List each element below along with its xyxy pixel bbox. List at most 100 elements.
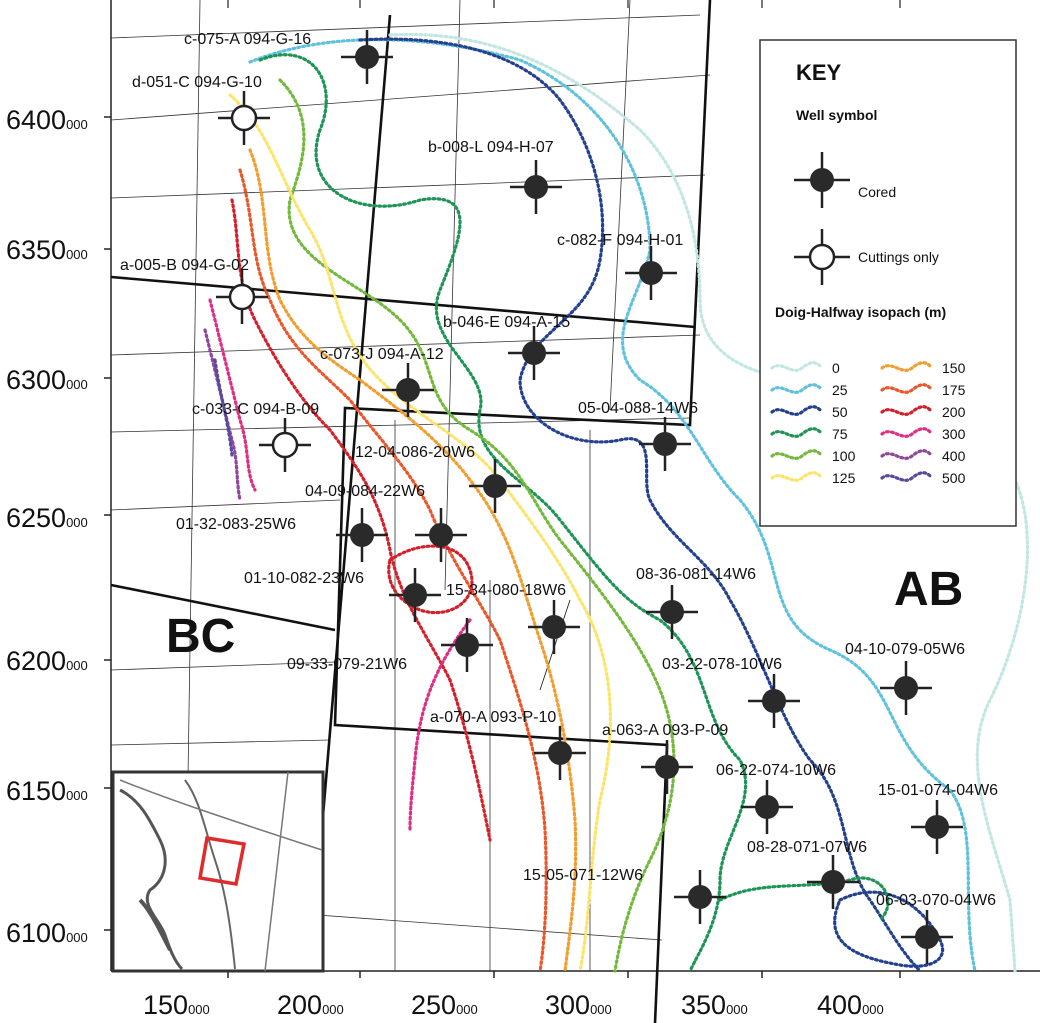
cored-well-icon — [894, 676, 918, 700]
well-marker: 04-09-084-22W6 — [305, 483, 467, 562]
key-isopach-heading: Doig-Halfway isopach (m) — [775, 304, 946, 320]
isopach-legend-item: 500 — [880, 470, 966, 486]
well-marker: a-070-A 093-P-10 — [430, 709, 586, 780]
cored-well-icon — [655, 755, 679, 779]
y-tick-suffix: 000 — [66, 247, 88, 262]
well-marker: 12-04-086-20W6 — [355, 444, 521, 513]
well-label: d-051-C 094-G-10 — [132, 74, 262, 91]
key-title: KEY — [796, 60, 842, 85]
key-cuttings-symbol — [794, 229, 850, 285]
well-marker: a-063-A 093-P-09 — [602, 722, 728, 794]
well-label: a-070-A 093-P-10 — [430, 709, 556, 726]
key-panel: KEY Well symbol Cored Cuttings only Doig… — [759, 39, 1017, 527]
well-marker: d-051-C 094-G-10 — [132, 74, 270, 145]
y-tick-label: 6100000 — [6, 918, 88, 948]
y-tick-suffix: 000 — [66, 930, 88, 945]
isopach-legend-swatch — [770, 449, 824, 460]
isopach-legend-value: 300 — [942, 426, 966, 442]
well-marker: 01-32-083-25W6 — [176, 508, 388, 562]
x-tick-suffix: 000 — [188, 1002, 210, 1017]
well-marker: c-033-C 094-B-09 — [192, 401, 319, 472]
cored-well-icon — [455, 633, 479, 657]
isopach-50 — [358, 37, 922, 973]
inset-provincial-line — [264, 771, 289, 972]
isopach-legend-item: 25 — [770, 382, 848, 398]
cored-well-icon — [522, 341, 546, 365]
well-label: 04-10-079-05W6 — [845, 641, 965, 658]
isopach-200b — [387, 544, 474, 615]
well-marker: c-082-F 094-H-01 — [557, 232, 683, 300]
well-label: a-005-B 094-G-02 — [120, 257, 249, 274]
x-tick-suffix: 000 — [862, 1002, 884, 1017]
y-tick-suffix: 000 — [66, 788, 88, 803]
x-tick-label: 400000 — [817, 990, 884, 1020]
isopach-legend-value: 125 — [832, 470, 856, 486]
x-tick-label: 150000 — [143, 990, 210, 1020]
well-label: 01-10-082-23W6 — [244, 570, 364, 587]
isopach-legend-value: 50 — [832, 404, 848, 420]
isopach-legend-item: 175 — [880, 382, 966, 398]
isopach-legend-swatch — [880, 471, 934, 482]
isopach-legend-swatch — [770, 405, 824, 416]
key-cored-symbol — [794, 152, 850, 208]
region-label-ab: AB — [894, 563, 963, 616]
well-label: 03-22-078-10W6 — [662, 656, 782, 673]
cored-well-icon — [355, 45, 379, 69]
isopach-legend-value: 200 — [942, 404, 966, 420]
well-label: 15-05-071-12W6 — [523, 867, 643, 884]
well-label: 15-01-074-04W6 — [878, 782, 998, 799]
y-tick-label: 6350000 — [6, 235, 88, 265]
isopach-legend-value: 400 — [942, 448, 966, 464]
x-tick-label: 300000 — [545, 990, 612, 1020]
isopach-legend-swatch — [770, 471, 824, 482]
y-tick-label: 6150000 — [6, 776, 88, 806]
isopach-legend-value: 150 — [942, 360, 966, 376]
isopach-legend-swatch — [880, 449, 934, 460]
well-marker: b-046-E 094-A-15 — [443, 314, 570, 380]
x-axis-labels: 150000 200000 250000 300000 350000 400000 — [143, 990, 884, 1020]
inset-map — [111, 770, 325, 973]
well-label: 08-28-071-07W6 — [747, 839, 867, 856]
well-label: 15-34-080-18W6 — [446, 582, 566, 599]
well-label: 12-04-086-20W6 — [355, 444, 475, 461]
x-tick-label: 200000 — [277, 990, 344, 1020]
inset-border — [184, 779, 236, 970]
isopach-legend-value: 0 — [832, 360, 840, 376]
y-tick-label: 6400000 — [6, 105, 88, 135]
well-marker: c-073-J 094-A-12 — [320, 346, 444, 417]
cored-well-icon — [821, 870, 845, 894]
cuttings-well-icon — [230, 104, 258, 132]
well-label: c-073-J 094-A-12 — [320, 346, 444, 363]
well-label: b-046-E 094-A-15 — [443, 314, 570, 331]
well-marker: b-008-L 094-H-07 — [428, 139, 562, 214]
isopach-legend-value: 175 — [942, 382, 966, 398]
isopach-75 — [258, 53, 748, 973]
isopach-200 — [230, 198, 492, 842]
well-marker: 08-36-081-14W6 — [636, 566, 756, 639]
isopach-300b — [408, 618, 472, 832]
well-label: c-082-F 094-H-01 — [557, 232, 683, 249]
isopach-150 — [248, 148, 578, 973]
isopach-50b — [833, 890, 945, 968]
cored-well-icon — [688, 885, 712, 909]
y-tick-label: 6250000 — [6, 503, 88, 533]
isopach-legend-swatch — [770, 383, 824, 394]
key-well-symbol-heading: Well symbol — [796, 107, 877, 123]
well-marker: 15-05-071-12W6 — [523, 867, 726, 924]
cored-well-icon — [429, 523, 453, 547]
well-marker: 06-03-070-04W6 — [876, 892, 996, 964]
x-tick-label: 250000 — [411, 990, 478, 1020]
cuttings-well-icon — [271, 431, 299, 459]
isopach-legend-value: 100 — [832, 448, 856, 464]
well-label: 06-03-070-04W6 — [876, 892, 996, 909]
cored-well-icon — [915, 925, 939, 949]
inset-island — [138, 898, 172, 951]
isopach-legend-item: 0 — [770, 360, 840, 376]
cored-well-icon — [483, 474, 507, 498]
isopach-legend-item: 100 — [770, 448, 856, 464]
isopach-legend-swatch — [880, 383, 934, 394]
isopach-500 — [213, 358, 234, 457]
well-marker: a-005-B 094-G-02 — [120, 257, 268, 324]
cored-well-icon — [925, 815, 949, 839]
isopach-legend-item: 125 — [770, 470, 856, 486]
